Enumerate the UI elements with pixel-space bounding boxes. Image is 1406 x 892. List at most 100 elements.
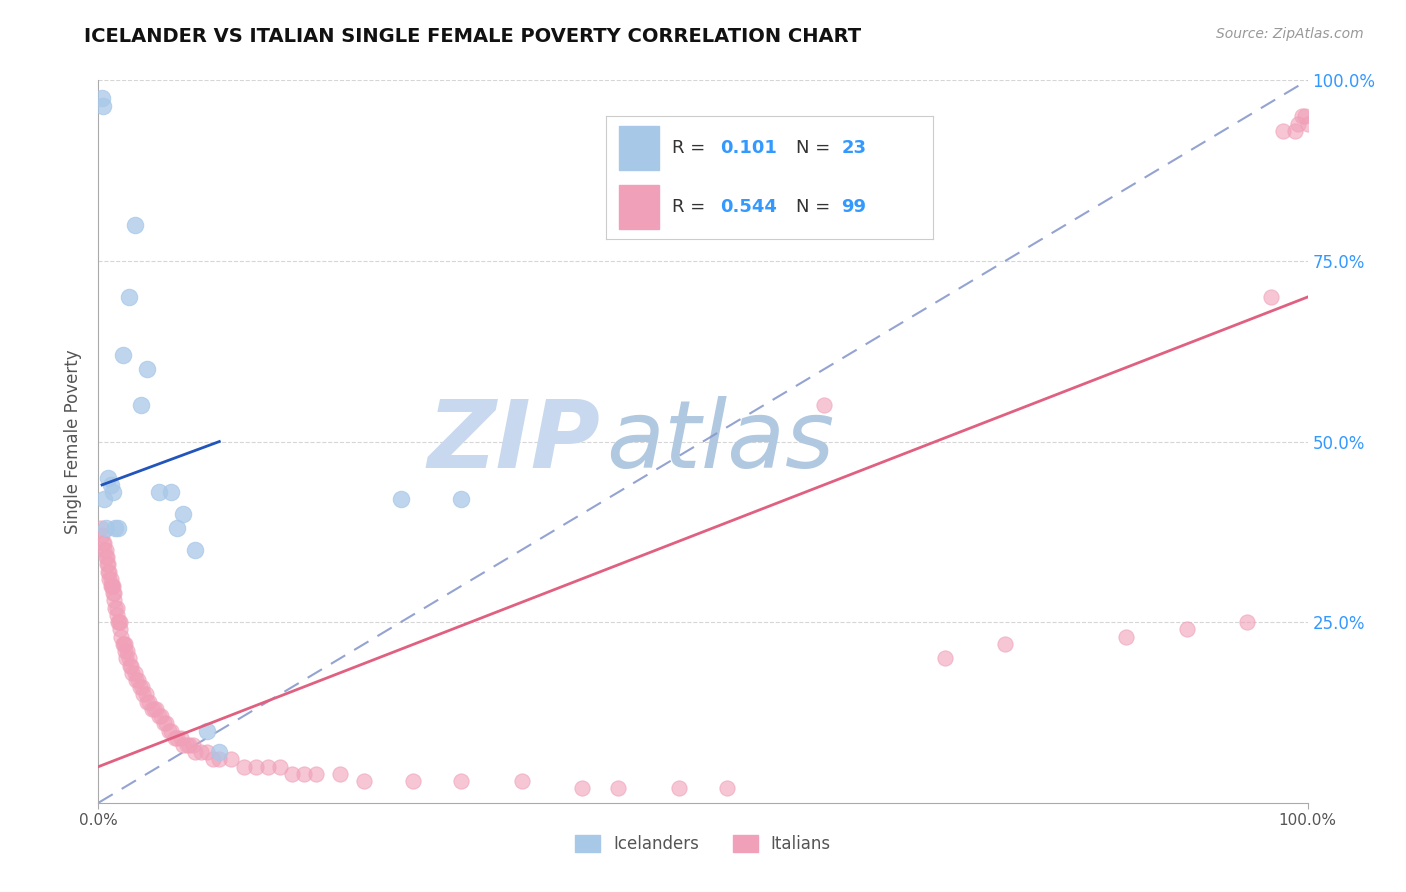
- Point: [121, 665, 143, 680]
- Legend: Icelanders, Italians: Icelanders, Italians: [568, 828, 838, 860]
- Point: [1296, 117, 1319, 131]
- Point: [329, 767, 352, 781]
- Point: [510, 774, 533, 789]
- Point: [135, 362, 157, 376]
- Point: [128, 680, 150, 694]
- Point: [1236, 615, 1258, 630]
- Point: [232, 760, 254, 774]
- Point: [1175, 623, 1198, 637]
- Point: [716, 781, 738, 796]
- Point: [166, 521, 188, 535]
- Point: [1294, 110, 1316, 124]
- Point: [101, 485, 124, 500]
- Point: [269, 760, 291, 774]
- Point: [108, 623, 131, 637]
- Point: [256, 760, 278, 774]
- Point: [94, 542, 117, 557]
- Point: [111, 637, 134, 651]
- Point: [90, 521, 112, 535]
- Point: [668, 781, 690, 796]
- Point: [132, 687, 155, 701]
- Point: [166, 731, 188, 745]
- Point: [100, 579, 122, 593]
- Point: [607, 781, 630, 796]
- Point: [124, 665, 146, 680]
- Point: [994, 637, 1017, 651]
- Point: [120, 658, 142, 673]
- Text: ZIP: ZIP: [427, 395, 600, 488]
- Point: [108, 615, 131, 630]
- Point: [934, 651, 956, 665]
- Point: [124, 218, 146, 232]
- Point: [118, 658, 141, 673]
- Point: [103, 593, 125, 607]
- Point: [143, 702, 166, 716]
- Point: [118, 651, 141, 665]
- Point: [105, 607, 128, 622]
- Text: Source: ZipAtlas.com: Source: ZipAtlas.com: [1216, 27, 1364, 41]
- Point: [129, 398, 152, 412]
- Point: [104, 521, 127, 535]
- Point: [1284, 124, 1306, 138]
- Point: [1115, 630, 1137, 644]
- Point: [1272, 124, 1295, 138]
- Point: [179, 738, 201, 752]
- Point: [190, 745, 212, 759]
- Point: [100, 572, 122, 586]
- Point: [157, 723, 180, 738]
- Point: [181, 738, 204, 752]
- Point: [101, 579, 124, 593]
- Point: [103, 586, 125, 600]
- Point: [1291, 110, 1313, 124]
- Point: [184, 745, 207, 759]
- Point: [91, 528, 114, 542]
- Point: [202, 752, 225, 766]
- Point: [104, 600, 127, 615]
- Point: [107, 615, 129, 630]
- Point: [184, 542, 207, 557]
- Text: atlas: atlas: [606, 396, 835, 487]
- Point: [141, 702, 163, 716]
- Point: [160, 723, 183, 738]
- Point: [93, 542, 115, 557]
- Point: [111, 348, 134, 362]
- Point: [98, 572, 121, 586]
- Point: [110, 630, 132, 644]
- Point: [98, 565, 121, 579]
- Point: [107, 521, 129, 535]
- Point: [281, 767, 304, 781]
- Point: [91, 535, 114, 549]
- Point: [160, 485, 183, 500]
- Point: [108, 615, 131, 630]
- Point: [93, 535, 115, 549]
- Point: [195, 723, 218, 738]
- Point: [1260, 290, 1282, 304]
- Point: [96, 558, 118, 572]
- Point: [169, 731, 191, 745]
- Point: [813, 398, 835, 412]
- Point: [91, 91, 114, 105]
- Point: [245, 760, 267, 774]
- Point: [450, 774, 472, 789]
- Point: [208, 745, 231, 759]
- Point: [152, 716, 174, 731]
- Point: [127, 673, 149, 687]
- Point: [176, 738, 198, 752]
- Point: [402, 774, 425, 789]
- Point: [125, 673, 148, 687]
- Point: [118, 290, 141, 304]
- Point: [93, 492, 115, 507]
- Point: [97, 565, 120, 579]
- Point: [155, 716, 177, 731]
- Point: [94, 521, 117, 535]
- Point: [91, 98, 114, 112]
- Point: [115, 651, 138, 665]
- Point: [148, 709, 170, 723]
- Text: ICELANDER VS ITALIAN SINGLE FEMALE POVERTY CORRELATION CHART: ICELANDER VS ITALIAN SINGLE FEMALE POVER…: [84, 27, 862, 45]
- Point: [100, 579, 122, 593]
- Point: [292, 767, 315, 781]
- Point: [571, 781, 593, 796]
- Point: [450, 492, 472, 507]
- Point: [195, 745, 218, 759]
- Point: [117, 644, 139, 658]
